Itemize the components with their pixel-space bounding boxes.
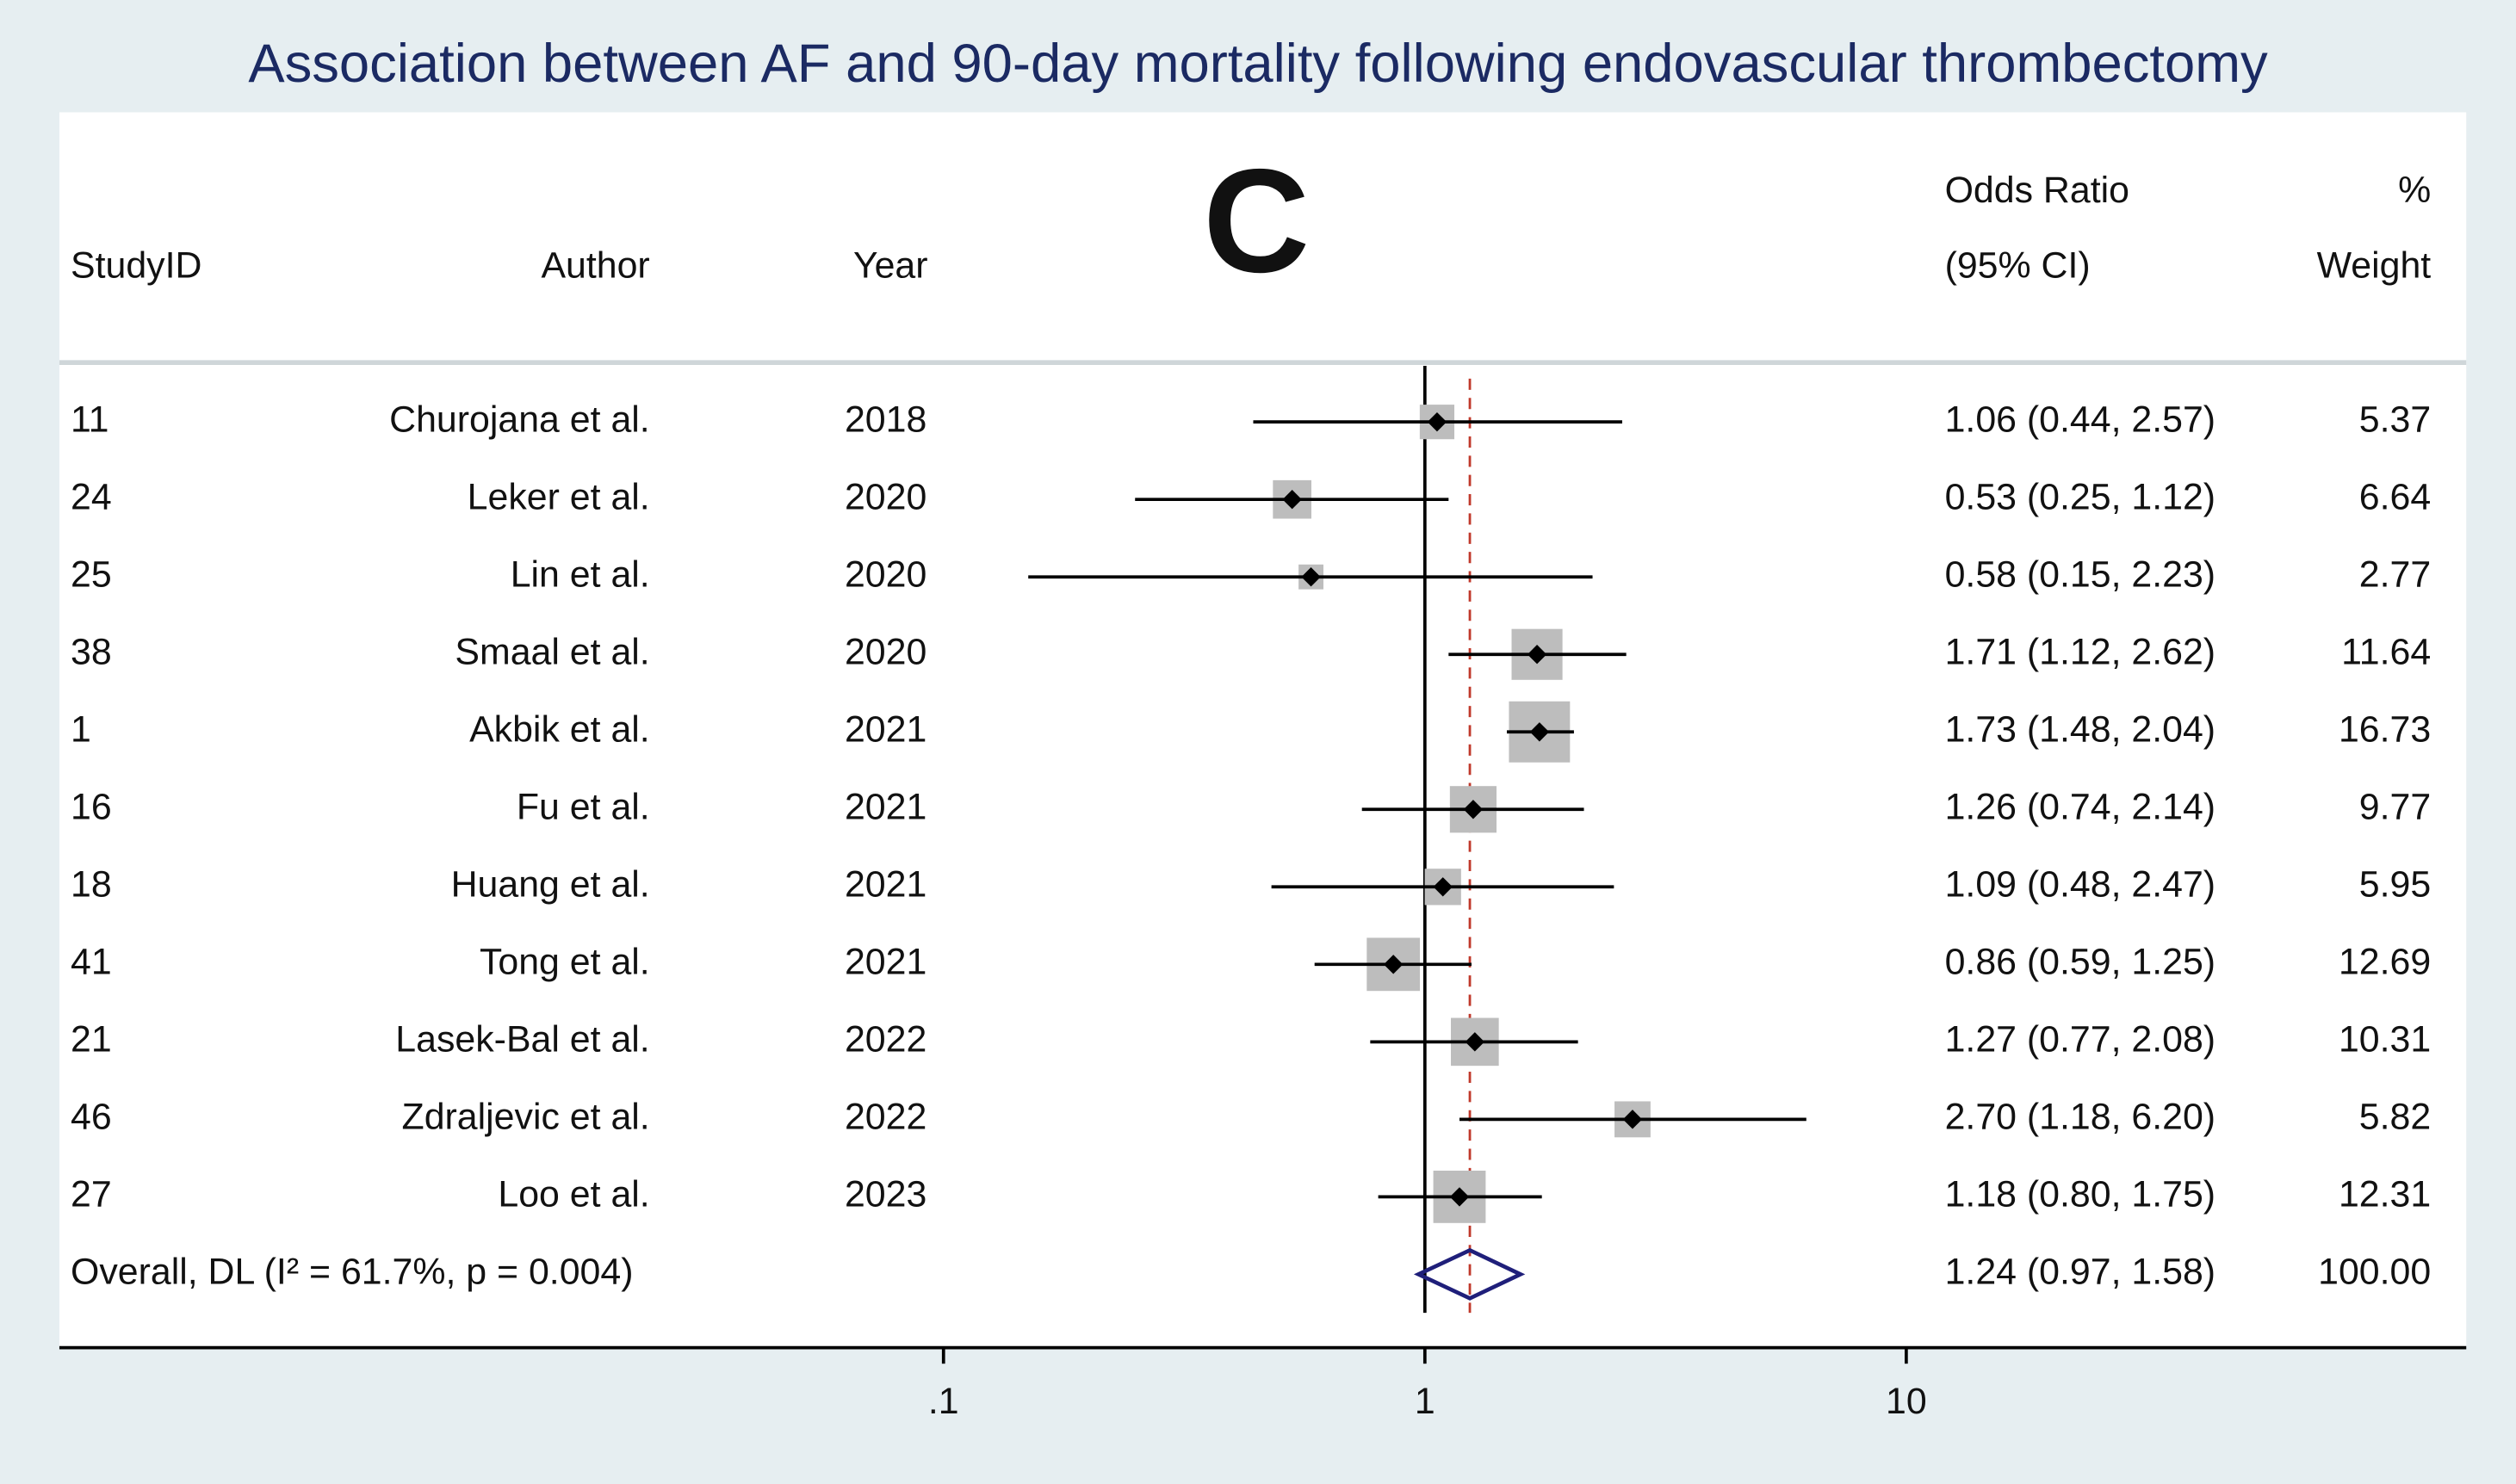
author: Lasek-Bal et al. bbox=[395, 1019, 649, 1060]
or-label: 2.70 (1.18, 6.20) bbox=[1945, 1097, 2216, 1138]
x-tick-label: 10 bbox=[1886, 1381, 1927, 1422]
study-id: 16 bbox=[71, 787, 112, 828]
author: Leker et al. bbox=[468, 477, 650, 518]
or-label: 1.27 (0.77, 2.08) bbox=[1945, 1019, 2216, 1060]
study-id: 18 bbox=[71, 864, 112, 906]
point-estimate bbox=[1622, 1110, 1643, 1129]
author: Churojana et al. bbox=[389, 399, 650, 441]
author: Huang et al. bbox=[451, 864, 650, 906]
study-id: 27 bbox=[71, 1174, 112, 1215]
or-label: 1.73 (1.48, 2.04) bbox=[1945, 709, 2216, 751]
point-estimate bbox=[1427, 411, 1447, 432]
or-label: 0.86 (0.59, 1.25) bbox=[1945, 942, 2216, 983]
year: 2021 bbox=[845, 942, 926, 983]
study-id: 25 bbox=[71, 554, 112, 596]
author: Tong et al. bbox=[480, 942, 650, 983]
or-label: 1.09 (0.48, 2.47) bbox=[1945, 864, 2216, 906]
overall-label: Overall, DL (I² = 61.7%, p = 0.004) bbox=[71, 1252, 633, 1293]
year: 2021 bbox=[845, 787, 926, 828]
column-header: (95% CI) bbox=[1945, 245, 2091, 287]
point-estimate bbox=[1463, 800, 1484, 819]
point-estimate bbox=[1433, 877, 1453, 897]
or-label: 1.26 (0.74, 2.14) bbox=[1945, 787, 2216, 828]
author: Smaal et al. bbox=[455, 632, 649, 673]
or-label: 1.71 (1.12, 2.62) bbox=[1945, 632, 2216, 673]
weight-label: 16.73 bbox=[2339, 709, 2431, 751]
column-header: Author bbox=[541, 245, 649, 287]
author: Loo et al. bbox=[498, 1174, 649, 1215]
point-estimate bbox=[1282, 490, 1302, 510]
weight-label: 2.77 bbox=[2359, 554, 2431, 596]
weight-label: 5.95 bbox=[2359, 864, 2431, 906]
point-estimate bbox=[1527, 645, 1547, 665]
x-tick-label: 1 bbox=[1415, 1381, 1435, 1422]
year: 2021 bbox=[845, 709, 926, 751]
or-label: 1.06 (0.44, 2.57) bbox=[1945, 399, 2216, 441]
weight-label: 12.69 bbox=[2339, 942, 2431, 983]
column-header: StudyID bbox=[71, 245, 201, 287]
year: 2020 bbox=[845, 554, 926, 596]
x-tick-label: .1 bbox=[928, 1381, 959, 1422]
author: Akbik et al. bbox=[469, 709, 650, 751]
weight-label: 5.82 bbox=[2359, 1097, 2431, 1138]
weight-label: 100.00 bbox=[2318, 1252, 2431, 1293]
weight-label: 11.64 bbox=[2341, 632, 2431, 673]
year: 2020 bbox=[845, 632, 926, 673]
study-id: 38 bbox=[71, 632, 112, 673]
column-header: Weight bbox=[2317, 245, 2432, 287]
study-id: 11 bbox=[71, 399, 108, 441]
or-label: 1.24 (0.97, 1.58) bbox=[1945, 1252, 2216, 1293]
author: Zdraljevic et al. bbox=[402, 1097, 650, 1138]
study-id: 21 bbox=[71, 1019, 112, 1060]
point-estimate bbox=[1384, 955, 1404, 974]
author: Lin et al. bbox=[511, 554, 650, 596]
study-id: 46 bbox=[71, 1097, 112, 1138]
point-estimate bbox=[1529, 722, 1550, 742]
weight-label: 9.77 bbox=[2359, 787, 2431, 828]
year: 2022 bbox=[845, 1019, 926, 1060]
year: 2022 bbox=[845, 1097, 926, 1138]
column-header: Odds Ratio bbox=[1945, 170, 2129, 211]
point-estimate bbox=[1465, 1032, 1485, 1052]
year: 2023 bbox=[845, 1174, 926, 1215]
weight-label: 5.37 bbox=[2359, 399, 2431, 441]
overall-diamond bbox=[1413, 1247, 1526, 1301]
weight-label: 12.31 bbox=[2339, 1174, 2431, 1215]
author: Fu et al. bbox=[517, 787, 650, 828]
year: 2018 bbox=[845, 399, 926, 441]
year: 2020 bbox=[845, 477, 926, 518]
panel-label: C bbox=[1203, 139, 1310, 304]
column-header: % bbox=[2398, 170, 2431, 211]
study-id: 41 bbox=[71, 942, 112, 983]
or-label: 0.58 (0.15, 2.23) bbox=[1945, 554, 2216, 596]
study-id: 1 bbox=[71, 709, 91, 751]
study-id: 24 bbox=[71, 477, 112, 518]
plot-panel bbox=[59, 112, 2467, 1348]
weight-label: 10.31 bbox=[2339, 1019, 2431, 1060]
weight-label: 6.64 bbox=[2359, 477, 2431, 518]
or-label: 1.18 (0.80, 1.75) bbox=[1945, 1174, 2216, 1215]
chart-title: Association between AF and 90-day mortal… bbox=[248, 34, 2268, 94]
column-header: Year bbox=[853, 245, 928, 287]
point-estimate bbox=[1301, 567, 1321, 587]
or-label: 0.53 (0.25, 1.12) bbox=[1945, 477, 2216, 518]
year: 2021 bbox=[845, 864, 926, 906]
